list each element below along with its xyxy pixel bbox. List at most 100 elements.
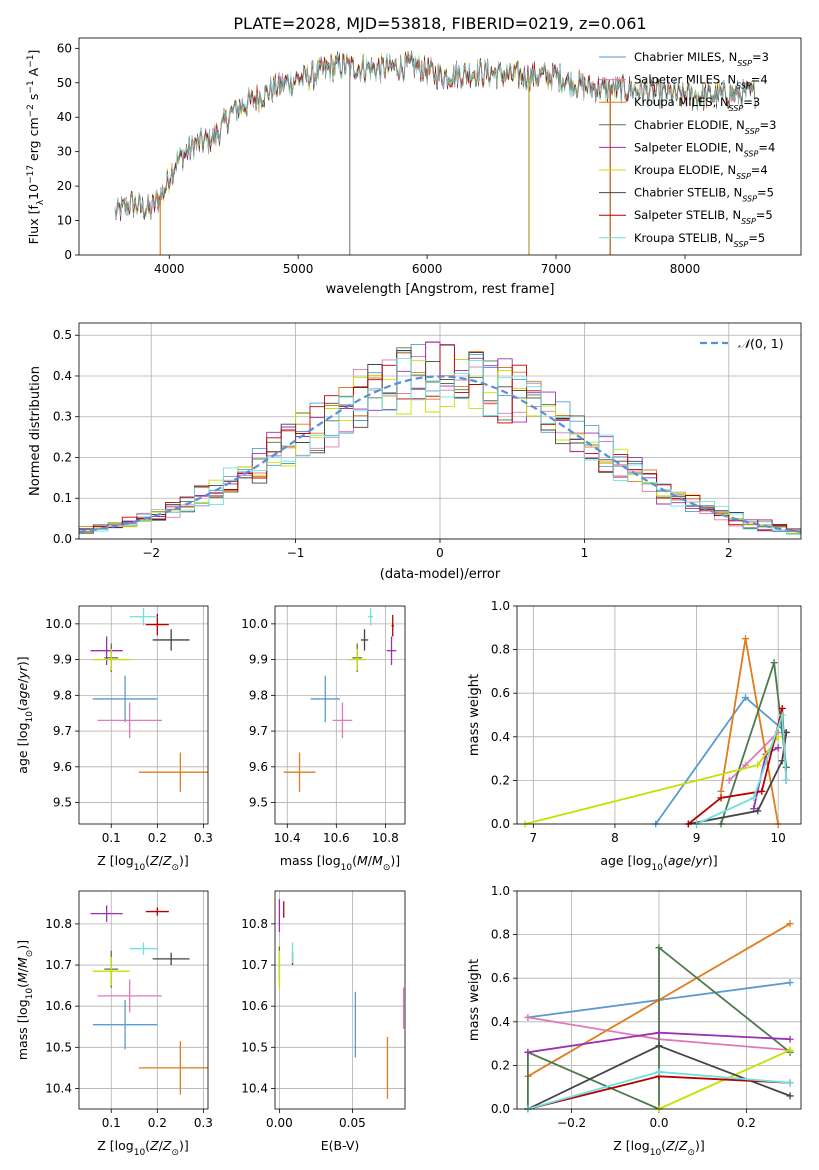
y-tick-label: 0.4 (53, 369, 72, 383)
spectrum-frame (78, 37, 802, 256)
x-tick-label: 0.2 (737, 1116, 756, 1130)
y-tick-label: 10.8 (241, 917, 268, 931)
x-tick-label: 2 (725, 546, 733, 560)
normal-curve (79, 375, 801, 533)
y-tick-label: 30 (57, 145, 72, 159)
mass-vs-ebv-xlabel: E(B-V) (321, 1138, 360, 1153)
mass-vs-z-xlabel: Z [log10(Z/Z⊙)] (97, 1138, 189, 1158)
age_vs_z-frame (78, 605, 209, 825)
weight-point-chabrier_stelib (786, 1092, 794, 1100)
y-tick-label: 10.5 (45, 1040, 72, 1054)
weight-point-kroupa_miles (786, 920, 794, 928)
figure-title: PLATE=2028, MJD=53818, FIBERID=0219, z=0… (233, 14, 646, 33)
y-tick-label: 9.6 (249, 760, 268, 774)
x-tick-label: 7000 (541, 262, 572, 276)
weight-point-salpeter_stelib (778, 704, 786, 712)
y-tick-label: 9.8 (53, 688, 72, 702)
mass_weight_vs_age-frame (516, 605, 802, 825)
weight-point-chabrier_miles (742, 694, 750, 702)
y-tick-label: 0.0 (491, 1102, 510, 1116)
x-tick-label: 10.6 (323, 831, 350, 845)
y-tick-label: 40 (57, 110, 72, 124)
y-tick-label: 0.2 (491, 1058, 510, 1072)
residual_hist-frame (78, 322, 802, 540)
spectrum-axes: 4000 5000 6000 7000 8000 0 10 20 30 40 50 60 (57, 41, 701, 276)
weight-z-xlabel: Z [log10(Z/Z⊙)] (613, 1138, 705, 1158)
y-tick-label: 10.4 (45, 1081, 72, 1095)
weight-point-kroupa_elodie (754, 761, 762, 769)
y-tick-label: 0 (64, 248, 72, 262)
weight-point-kroupa_stelib (786, 1079, 794, 1087)
age_vs_z-points (90, 607, 208, 792)
x-tick-label: 0.1 (102, 1116, 121, 1130)
x-tick-label: 0.2 (148, 1116, 167, 1130)
y-tick-label: 0.6 (491, 971, 510, 985)
age_vs_mass-frame (274, 605, 406, 825)
spectrum-lines (114, 50, 757, 255)
legend-label-normal: 𝒩(0, 1) (738, 336, 784, 351)
legend-label-kroupa_stelib: Kroupa STELIB, NSSP=5 (634, 231, 765, 249)
x-tick-label: −0.2 (557, 1116, 586, 1130)
x-tick-label: −2 (142, 546, 160, 560)
weight-point-salpeter_miles (725, 776, 733, 784)
age-vs-z-ylabel: age [log10(age/yr)] (15, 656, 35, 773)
y-tick-label: 9.9 (53, 653, 72, 667)
x-tick-label: 8000 (670, 262, 701, 276)
x-tick-label: 1 (581, 546, 589, 560)
y-tick-label: 0.8 (491, 643, 510, 657)
y-tick-label: 0.1 (53, 491, 72, 505)
weight-point-salpeter_elodie (655, 1029, 663, 1037)
hist-steps (79, 341, 801, 536)
y-tick-label: 10.5 (241, 1040, 268, 1054)
y-tick-label: 0.5 (53, 328, 72, 342)
x-tick-label: 0 (436, 546, 444, 560)
x-tick-label: 10.8 (372, 831, 399, 845)
weight-age-ylabel: mass weight (467, 674, 482, 756)
spectrum-legend: Chabrier MILES, NSSP=3 Salpeter MILES, NS… (599, 50, 776, 248)
legend-label-chabrier_elodie: Chabrier ELODIE, NSSP=3 (634, 118, 776, 136)
y-tick-label: 0.4 (491, 730, 510, 744)
age-vs-z-xlabel: Z [log10(Z/Z⊙)] (97, 853, 189, 873)
mass_weight_vs_z-frame (516, 890, 802, 1110)
mass_vs_z-frame (78, 890, 209, 1110)
x-tick-label: −1 (287, 546, 305, 560)
x-tick-label: 5000 (283, 262, 314, 276)
weight-line-salpeter_stelib (687, 708, 788, 825)
weight-point-kroupa_stelib (655, 1068, 663, 1076)
legend-label-salpeter_miles: Salpeter MILES, NSSP=4 (634, 73, 768, 91)
weight-point-kroupa_miles (717, 787, 725, 795)
x-tick-label: 0.3 (194, 831, 213, 845)
y-tick-label: 10.8 (45, 917, 72, 931)
y-tick-label: 20 (57, 179, 72, 193)
y-tick-label: 0.2 (53, 450, 72, 464)
legend-label-chabrier_stelib: Chabrier STELIB, NSSP=5 (634, 186, 774, 204)
x-tick-label: 4000 (154, 262, 185, 276)
y-tick-label: 10.6 (241, 999, 268, 1013)
weight-point-chabrier_elodie (770, 659, 778, 667)
weight-point-kroupa_stelib (778, 711, 786, 719)
y-tick-label: 0.6 (491, 686, 510, 700)
age_vs_mass-points (283, 607, 397, 792)
weight-point-chabrier_stelib (655, 1042, 663, 1050)
y-tick-label: 9.8 (249, 688, 268, 702)
mass_vs_z-axes: 0.1 0.2 0.3 10.4 10.5 10.6 10.7 10.8 (45, 891, 213, 1130)
mass-vs-z-ylabel: mass [log10(M/M⊙)] (15, 940, 35, 1060)
y-tick-label: 0.3 (53, 410, 72, 424)
y-tick-label: 10.0 (45, 617, 72, 631)
weight-line-chabrier_elodie (527, 945, 791, 1111)
y-tick-label: 1.0 (491, 884, 510, 898)
y-tick-label: 10.7 (241, 958, 268, 972)
y-tick-label: 1.0 (491, 599, 510, 613)
hist-xlabel: (data-model)/error (380, 567, 501, 582)
x-tick-label: 8 (611, 831, 619, 845)
y-tick-label: 9.5 (53, 796, 72, 810)
spectrum-series-kroupa_stelib (114, 52, 757, 220)
legend-label-kroupa_elodie: Kroupa ELODIE, NSSP=4 (634, 163, 768, 181)
weight-point-chabrier_elodie (655, 944, 663, 952)
mass_vs_ebv-points (278, 899, 405, 1099)
y-tick-label: 10.7 (45, 958, 72, 972)
x-tick-label: 6000 (412, 262, 443, 276)
weight-point-salpeter_elodie (524, 1048, 532, 1056)
legend-label-kroupa_miles: Kroupa MILES, NSSP=3 (634, 95, 760, 113)
x-tick-label: 0.1 (102, 831, 121, 845)
